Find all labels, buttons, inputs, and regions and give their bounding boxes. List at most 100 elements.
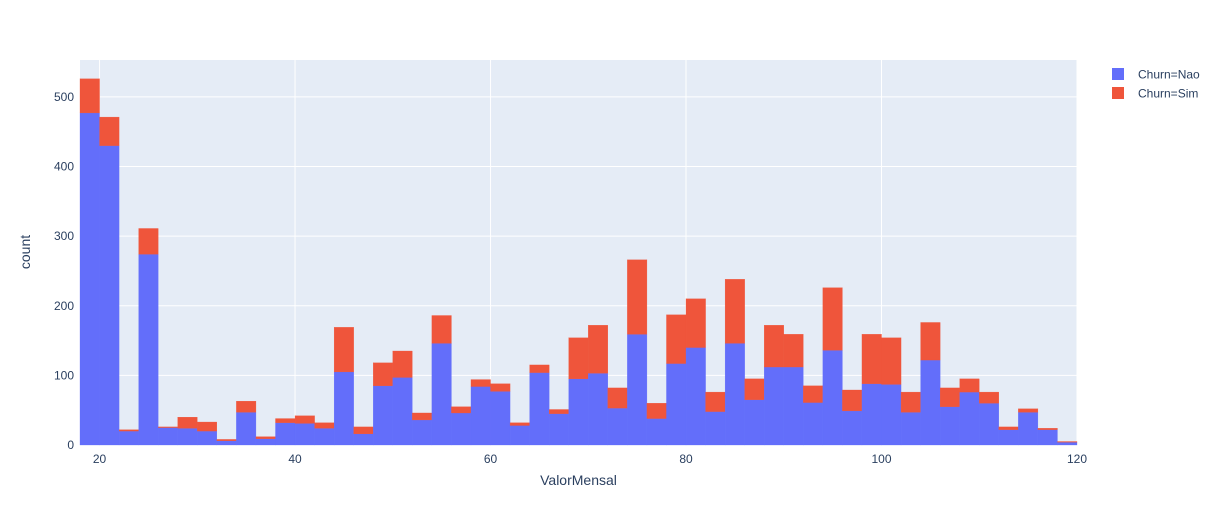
bar-churn-nao-89[interactable] xyxy=(764,366,784,446)
bar-churn-nao-109[interactable] xyxy=(959,391,980,446)
bar-churn-sim-53[interactable] xyxy=(412,412,433,421)
bar-churn-nao-53[interactable] xyxy=(412,419,433,446)
bar-churn-sim-81[interactable] xyxy=(685,298,706,348)
bar-churn-sim-27[interactable] xyxy=(158,426,178,428)
bar-churn-nao-119[interactable] xyxy=(1057,442,1078,446)
bar-churn-nao-91[interactable] xyxy=(783,366,804,446)
bar-churn-sim-41[interactable] xyxy=(294,415,315,424)
bar-churn-sim-49[interactable] xyxy=(373,362,393,386)
bar-churn-nao-73[interactable] xyxy=(607,407,628,446)
bar-churn-sim-63[interactable] xyxy=(509,422,530,426)
bar-churn-sim-31[interactable] xyxy=(197,421,217,432)
bar-churn-nao-83[interactable] xyxy=(705,411,726,446)
bar-churn-sim-77[interactable] xyxy=(646,403,667,419)
bar-churn-sim-71[interactable] xyxy=(588,325,608,374)
bar-churn-sim-39[interactable] xyxy=(275,418,296,423)
bar-churn-sim-119[interactable] xyxy=(1057,441,1078,443)
bar-churn-sim-117[interactable] xyxy=(1037,428,1058,430)
bar-churn-nao-61[interactable] xyxy=(490,391,511,446)
bar-churn-nao-33[interactable] xyxy=(216,440,237,446)
bar-churn-sim-73[interactable] xyxy=(607,387,628,409)
bar-churn-sim-21[interactable] xyxy=(99,116,120,146)
bar-churn-nao-85[interactable] xyxy=(724,343,745,446)
bar-churn-nao-45[interactable] xyxy=(333,371,354,446)
bar-churn-nao-27[interactable] xyxy=(158,427,178,446)
bar-churn-nao-117[interactable] xyxy=(1037,429,1058,446)
bar-churn-sim-29[interactable] xyxy=(177,417,198,429)
bar-churn-sim-59[interactable] xyxy=(470,379,491,387)
bar-churn-sim-55[interactable] xyxy=(431,315,452,344)
bar-churn-sim-35[interactable] xyxy=(236,400,257,413)
bar-churn-sim-111[interactable] xyxy=(979,391,999,404)
bar-churn-nao-115[interactable] xyxy=(1018,412,1039,446)
bar-churn-sim-99[interactable] xyxy=(861,334,882,384)
bar-churn-nao-107[interactable] xyxy=(940,406,960,446)
bar-churn-sim-93[interactable] xyxy=(803,385,824,403)
bar-churn-sim-43[interactable] xyxy=(314,422,335,429)
bar-churn-sim-57[interactable] xyxy=(451,406,472,414)
bar-churn-nao-65[interactable] xyxy=(529,372,550,446)
bar-churn-sim-25[interactable] xyxy=(138,228,159,255)
bar-churn-nao-75[interactable] xyxy=(627,334,648,446)
bar-churn-sim-103[interactable] xyxy=(900,391,921,413)
bar-churn-nao-103[interactable] xyxy=(900,412,921,446)
bar-churn-nao-69[interactable] xyxy=(568,378,589,446)
bar-churn-nao-55[interactable] xyxy=(431,343,452,446)
bar-churn-nao-51[interactable] xyxy=(392,377,413,446)
bar-churn-sim-69[interactable] xyxy=(568,337,589,380)
bar-churn-nao-37[interactable] xyxy=(255,438,276,446)
bar-churn-sim-91[interactable] xyxy=(783,334,804,368)
bar-churn-sim-105[interactable] xyxy=(920,322,941,361)
bar-churn-sim-75[interactable] xyxy=(627,259,648,335)
bar-churn-nao-81[interactable] xyxy=(685,347,706,446)
bar-churn-nao-63[interactable] xyxy=(509,425,530,446)
bar-churn-nao-47[interactable] xyxy=(353,433,374,446)
legend[interactable]: Churn=Nao Churn=Sim xyxy=(1112,68,1200,101)
bar-churn-sim-113[interactable] xyxy=(998,426,1019,430)
bar-churn-nao-19[interactable] xyxy=(79,112,100,446)
bar-churn-nao-105[interactable] xyxy=(920,359,941,446)
bar-churn-sim-37[interactable] xyxy=(255,436,276,439)
legend-item-churn-sim[interactable]: Churn=Sim xyxy=(1112,87,1198,101)
bar-churn-sim-19[interactable] xyxy=(79,78,100,114)
bar-churn-nao-35[interactable] xyxy=(236,412,257,446)
bar-churn-sim-79[interactable] xyxy=(666,314,687,364)
bar-churn-nao-25[interactable] xyxy=(138,254,159,446)
bar-churn-sim-101[interactable] xyxy=(881,337,902,385)
bar-churn-sim-83[interactable] xyxy=(705,391,726,412)
bar-churn-sim-109[interactable] xyxy=(959,378,980,393)
bar-churn-sim-115[interactable] xyxy=(1018,408,1039,413)
bar-churn-sim-107[interactable] xyxy=(940,387,960,407)
bar-churn-nao-59[interactable] xyxy=(470,386,491,446)
bar-churn-nao-57[interactable] xyxy=(451,412,472,446)
bar-churn-sim-33[interactable] xyxy=(216,439,237,441)
bar-churn-nao-21[interactable] xyxy=(99,145,120,446)
bar-churn-sim-87[interactable] xyxy=(744,378,765,400)
bar-churn-sim-95[interactable] xyxy=(822,287,843,351)
bar-churn-nao-99[interactable] xyxy=(861,383,882,446)
bar-churn-sim-97[interactable] xyxy=(842,389,863,412)
bar-churn-sim-65[interactable] xyxy=(529,364,550,373)
bar-churn-nao-93[interactable] xyxy=(803,402,824,446)
bar-churn-nao-29[interactable] xyxy=(177,428,198,446)
bar-churn-nao-101[interactable] xyxy=(881,384,902,446)
legend-item-churn-nao[interactable]: Churn=Nao xyxy=(1112,68,1200,82)
bar-churn-sim-89[interactable] xyxy=(764,325,784,368)
bar-churn-nao-95[interactable] xyxy=(822,350,843,446)
bar-churn-nao-39[interactable] xyxy=(275,422,296,446)
bar-churn-nao-49[interactable] xyxy=(373,385,393,446)
bar-churn-nao-41[interactable] xyxy=(294,423,315,446)
bar-churn-nao-77[interactable] xyxy=(646,418,667,446)
bar-churn-nao-87[interactable] xyxy=(744,399,765,446)
bar-churn-nao-67[interactable] xyxy=(549,413,569,446)
bar-churn-sim-85[interactable] xyxy=(724,279,745,344)
bar-churn-nao-97[interactable] xyxy=(842,410,863,446)
bar-churn-sim-67[interactable] xyxy=(549,409,569,414)
bar-churn-sim-23[interactable] xyxy=(118,429,139,432)
bar-churn-nao-43[interactable] xyxy=(314,428,335,446)
bar-churn-sim-61[interactable] xyxy=(490,383,511,392)
bar-churn-nao-23[interactable] xyxy=(118,430,139,446)
bar-churn-sim-51[interactable] xyxy=(392,350,413,378)
bar-churn-sim-45[interactable] xyxy=(333,327,354,373)
bar-churn-nao-79[interactable] xyxy=(666,363,687,446)
